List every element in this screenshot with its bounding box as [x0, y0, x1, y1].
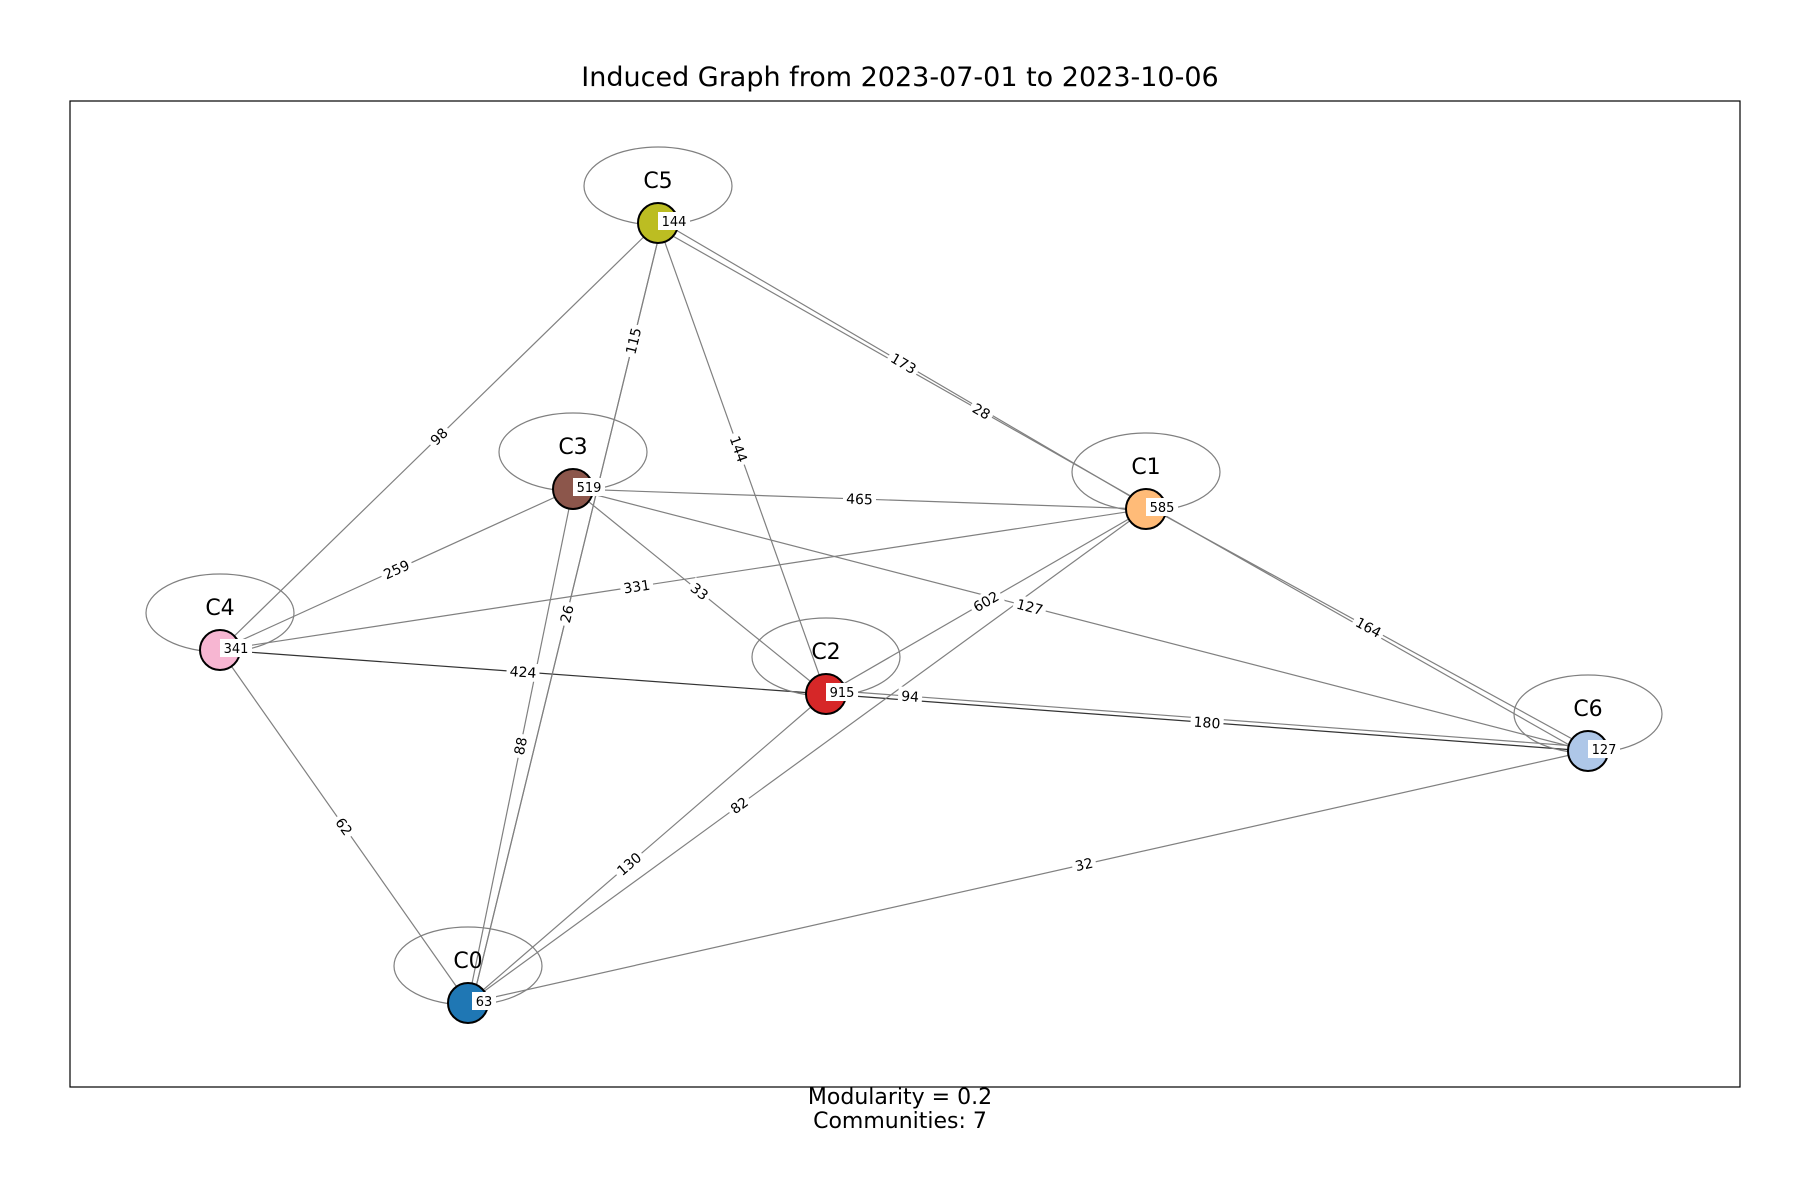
edge-weight-label: 33 — [684, 576, 715, 607]
edge-weight-label: 28 — [966, 397, 997, 426]
plot-frame — [69, 100, 1741, 1088]
nodes-layer: C0 63 C1 585 C2 915 C3 519 C4 341 C5 144 C6 127 — [145, 146, 1663, 1024]
node-c4: C4 341 — [145, 573, 295, 671]
edge-weight-label: 424 — [505, 661, 541, 683]
node-value: 144 — [662, 215, 687, 230]
edge-weight-text: 465 — [846, 492, 873, 509]
node-c2: C2 915 — [751, 617, 901, 715]
node-value-bg — [1146, 498, 1178, 516]
node-value: 915 — [830, 686, 855, 701]
edge-weight-label: 331 — [619, 575, 655, 598]
node-value: 519 — [577, 481, 602, 496]
edge-weight-text: 424 — [509, 664, 537, 682]
figure-footer: Modularity = 0.2 Communities: 7 — [0, 1086, 1800, 1134]
node-label: C4 — [205, 596, 234, 621]
edge-weight-label: 259 — [377, 554, 416, 585]
node-label: C3 — [558, 435, 587, 460]
node-label: C5 — [643, 169, 672, 194]
edge-weight-text: 144 — [726, 434, 750, 465]
edge-weight-text: 88 — [512, 736, 531, 757]
node-c0: C0 63 — [393, 926, 543, 1024]
communities-count-text: Communities: 7 — [813, 1109, 987, 1134]
node-c3: C3 519 — [498, 412, 648, 510]
node-value-bg — [472, 992, 496, 1010]
edge-c5-c6 — [655, 225, 1587, 756]
edge-weight-label: 88 — [509, 732, 532, 760]
edges-layer — [219, 219, 1590, 1005]
edge-weight-label: 62 — [329, 811, 359, 842]
node-label: C6 — [1573, 697, 1602, 722]
node-label: C0 — [453, 949, 482, 974]
edge-weight-text: 94 — [901, 689, 920, 706]
edge-c0-c6 — [467, 750, 1589, 1004]
node-c6: C6 127 — [1513, 674, 1663, 772]
edge-labels-layer: 9811514417328465259331278833142462602180… — [329, 322, 1388, 882]
edge-weight-label: 465 — [842, 489, 877, 509]
edge-weight-text: 127 — [1015, 597, 1045, 619]
edge-weight-label: 144 — [724, 430, 753, 468]
node-value: 127 — [1592, 743, 1617, 758]
node-value-bg — [220, 639, 252, 657]
edge-weight-text: 28 — [969, 401, 992, 424]
edge-weight-label: 127 — [1011, 594, 1048, 620]
edge-weight-label: 115 — [620, 322, 647, 360]
node-value-bg — [658, 212, 690, 230]
edge-c1-c0 — [467, 508, 1147, 1004]
edge-weight-label: 26 — [555, 600, 579, 628]
edge-weight-label: 180 — [1189, 712, 1225, 733]
node-value-bg — [1588, 740, 1620, 758]
modularity-text: Modularity = 0.2 — [807, 1085, 993, 1110]
node-label: C1 — [1131, 455, 1160, 480]
edge-c2-c0 — [467, 693, 827, 1004]
node-c5: C5 144 — [583, 146, 733, 244]
edge-c4-c1 — [219, 508, 1147, 651]
node-label: C2 — [811, 640, 840, 665]
node-value: 585 — [1150, 501, 1175, 516]
edge-c3-c6 — [572, 488, 1589, 752]
edge-weight-text: 26 — [558, 604, 578, 625]
node-value: 63 — [476, 995, 493, 1010]
edge-weight-label: 94 — [897, 686, 923, 707]
chart-title: Induced Graph from 2023-07-01 to 2023-10… — [581, 62, 1219, 93]
node-value: 341 — [224, 642, 249, 657]
node-c1: C1 585 — [1071, 432, 1221, 530]
edge-weight-label: 173 — [884, 347, 923, 380]
edge-weight-text: 180 — [1193, 715, 1221, 733]
edge-weight-text: 331 — [622, 578, 651, 598]
node-value-bg — [826, 683, 858, 701]
edge-weight-label: 32 — [1070, 852, 1098, 876]
node-value-bg — [573, 478, 605, 496]
edge-weight-text: 115 — [623, 326, 645, 356]
edge-weight-label: 602 — [967, 585, 1005, 618]
edge-weight-text: 32 — [1074, 856, 1095, 876]
edge-weight-label: 82 — [724, 791, 755, 820]
